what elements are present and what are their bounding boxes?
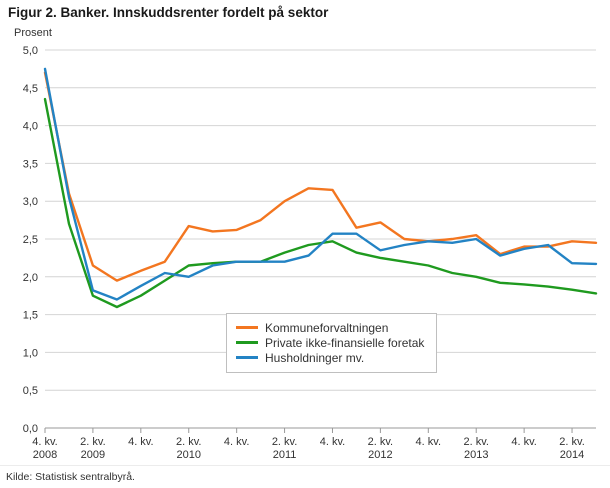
x-tick-label: 4. kv. (224, 436, 249, 448)
y-tick-label: 2,0 (23, 272, 38, 284)
y-tick-label: 5,0 (23, 45, 38, 57)
legend: Kommuneforvaltningen Private ikke-finansi… (226, 313, 438, 373)
legend-label: Kommuneforvaltningen (265, 320, 389, 335)
legend-line-swatch (236, 341, 258, 344)
x-tick-label: 2. kv. 2010 (176, 436, 201, 461)
y-tick-label: 1,5 (23, 310, 38, 322)
x-tick-label: 4. kv. (416, 436, 441, 448)
x-tick-label: 2. kv. 2009 (80, 436, 105, 461)
x-tick-label: 2. kv. 2011 (272, 436, 297, 461)
legend-item: Husholdninger mv. (236, 350, 424, 365)
y-tick-label: 3,0 (23, 196, 38, 208)
x-tick-label: 4. kv. (511, 436, 536, 448)
series-line-husholdninger-mv (43, 67, 598, 301)
chart-title: Figur 2. Banker. Innskuddsrenter fordelt… (8, 5, 329, 20)
source-note: Kilde: Statistisk sentralbyrå. (6, 471, 135, 483)
legend-item: Private ikke-finansielle foretak (236, 335, 424, 350)
legend-label: Private ikke-finansielle foretak (265, 335, 425, 350)
line-chart: 0,00,51,01,52,02,53,03,54,04,55,04. kv. 2… (23, 45, 598, 461)
x-tick-label: 4. kv. 2008 (32, 436, 57, 461)
y-tick-label: 4,0 (23, 121, 38, 133)
series-line-kommuneforvaltningen (43, 71, 598, 282)
legend-item: Kommuneforvaltningen (236, 320, 424, 335)
legend-line-swatch (236, 326, 258, 329)
y-tick-label: 4,5 (23, 83, 38, 95)
y-tick-label: 0,5 (23, 385, 38, 397)
y-tick-label: 2,5 (23, 234, 38, 246)
footer-divider (0, 465, 610, 466)
y-tick-label: 1,0 (23, 347, 38, 359)
legend-line-swatch (236, 356, 258, 359)
y-axis-unit-label: Prosent (14, 27, 52, 39)
y-tick-label: 0,0 (23, 423, 38, 435)
x-tick-label: 2. kv. 2014 (559, 436, 584, 461)
legend-label: Husholdninger mv. (265, 350, 365, 365)
x-tick-label: 2. kv. 2012 (368, 436, 393, 461)
x-tick-label: 4. kv. (320, 436, 345, 448)
x-tick-label: 2. kv. 2013 (463, 436, 488, 461)
x-tick-label: 4. kv. (128, 436, 153, 448)
y-tick-label: 3,5 (23, 158, 38, 170)
